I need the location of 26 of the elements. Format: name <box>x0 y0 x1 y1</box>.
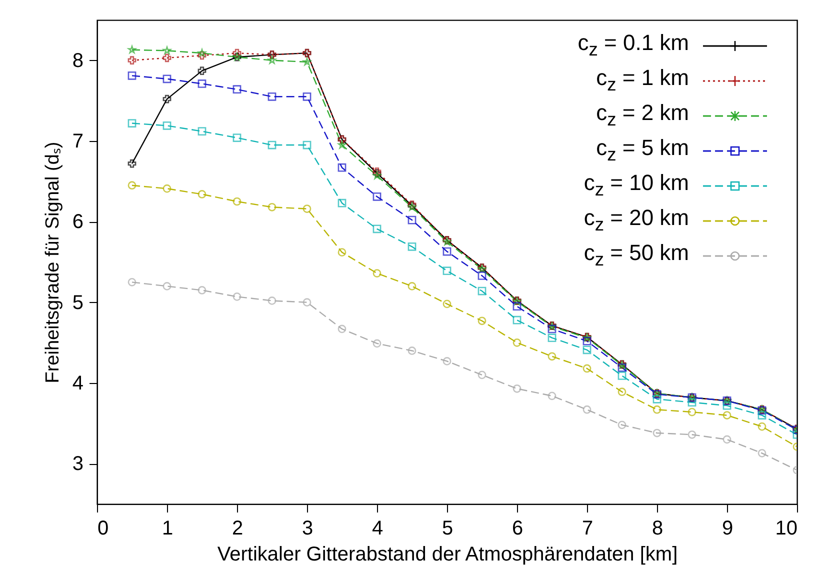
x-tick-label: 4 <box>372 518 384 540</box>
x-tick-label: 6 <box>512 518 524 540</box>
y-tick-label: 7 <box>72 130 84 152</box>
x-tick-label: 5 <box>442 518 454 540</box>
legend-label: c$_{z}$ = 0.1 km <box>578 30 689 61</box>
legend-label: c$_{z}$ = 5 km <box>596 135 689 166</box>
x-tick-label: 3 <box>302 518 314 540</box>
legend-label: c$_{z}$ = 50 km <box>584 240 689 271</box>
x-tick-label: 7 <box>582 518 594 540</box>
x-axis-title: Vertikaler Gitterabstand der Atmosphärendaten [km] <box>217 544 678 566</box>
legend-label: c$_{z}$ = 1 km <box>596 65 689 96</box>
x-tick-label: 10 <box>775 518 798 540</box>
y-tick-label: 3 <box>72 453 84 476</box>
legend-label: c$_{z}$ = 10 km <box>584 170 689 201</box>
y-tick-label: 5 <box>72 292 84 314</box>
legend-label: c$_{z}$ = 2 km <box>596 100 689 131</box>
y-tick-label: 8 <box>72 50 84 72</box>
x-tick-label: 9 <box>722 518 734 540</box>
x-tick-label: 1 <box>162 518 174 540</box>
x-tick-label: 2 <box>232 518 244 540</box>
y-tick-label: 4 <box>72 372 84 394</box>
legend-label: c$_{z}$ = 20 km <box>584 205 689 236</box>
y-axis-title: Freiheitsgrade für Signal (dₛ) <box>42 142 64 384</box>
x-tick-label: 8 <box>652 518 664 540</box>
y-tick-label: 6 <box>72 211 84 234</box>
x-tick-label: 0 <box>98 518 109 540</box>
